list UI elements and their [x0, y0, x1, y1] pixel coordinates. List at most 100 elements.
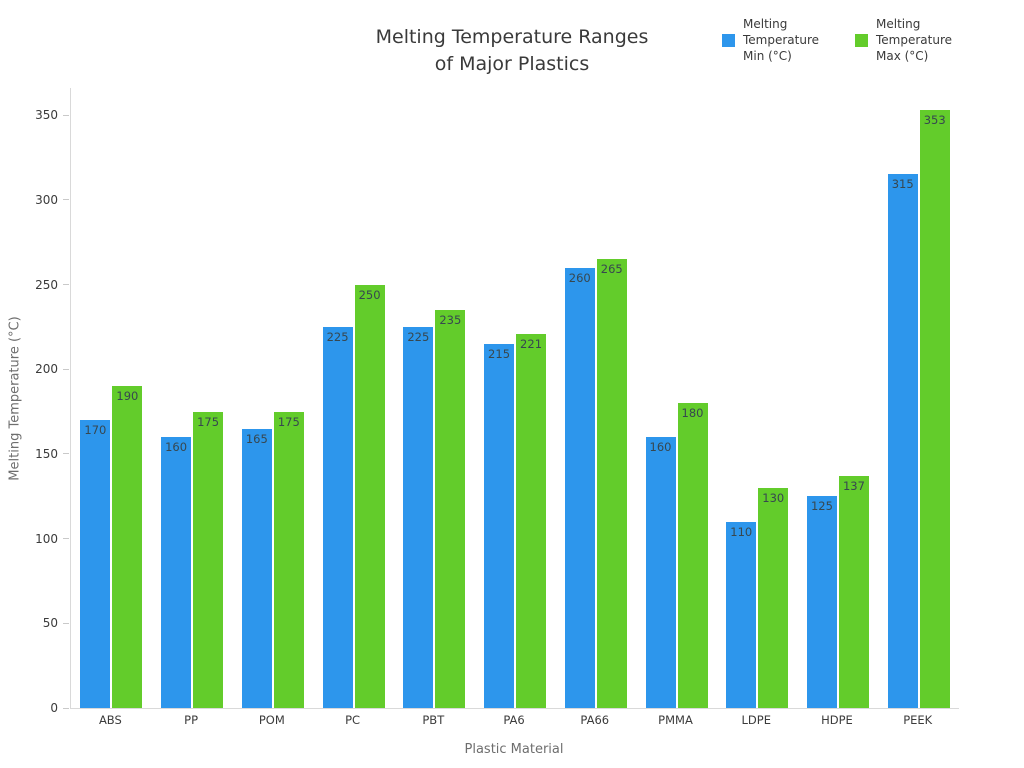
bar-groups: 170 190 160 175 165 175 225 250 225 235 215 221 260 2…: [71, 88, 959, 708]
x-axis-title: Plastic Material: [464, 742, 564, 757]
y-tick: 200: [35, 362, 71, 376]
x-tick-label: PP: [184, 713, 199, 727]
x-tick-label: PMMA: [658, 713, 693, 727]
bar-value-label: 353: [923, 113, 946, 128]
bar-value-label: 160: [649, 439, 672, 454]
x-tick-label: PBT: [422, 713, 445, 727]
x-tick-label: HDPE: [821, 713, 853, 727]
y-tick: 100: [35, 532, 71, 546]
y-tick: 350: [35, 108, 71, 122]
bar-group: 225 250: [313, 88, 394, 708]
x-tick-label: PEEK: [903, 713, 933, 727]
legend-item-min: Melting Temperature Min (°C): [722, 16, 827, 64]
y-tick-mark: [63, 368, 69, 370]
bar-group: 170 190: [71, 88, 152, 708]
bar: 125: [806, 496, 837, 708]
bar-group: 315 353: [878, 88, 959, 708]
bar-value-label: 235: [439, 312, 462, 327]
bar: 265: [596, 259, 627, 708]
bar-value-label: 170: [84, 423, 107, 438]
y-tick-label: 300: [35, 192, 58, 207]
y-tick: 250: [35, 278, 71, 292]
y-tick-mark: [63, 453, 69, 455]
bar-value-label: 221: [520, 336, 543, 351]
bar-value-label: 175: [277, 414, 300, 429]
bar-value-label: 225: [326, 329, 349, 344]
bar: 180: [677, 403, 708, 708]
y-tick-mark: [63, 622, 69, 624]
y-tick-label: 150: [35, 446, 58, 461]
bar: 221: [516, 333, 547, 708]
bar: 137: [838, 475, 869, 708]
bar-group: 160 180: [636, 88, 717, 708]
y-tick: 150: [35, 447, 71, 461]
bar-group: 225 235: [394, 88, 475, 708]
y-tick-label: 50: [42, 616, 58, 631]
bar-value-label: 175: [197, 414, 220, 429]
y-tick: 300: [35, 193, 71, 207]
y-tick-label: 0: [50, 701, 58, 715]
y-tick-mark: [63, 284, 69, 286]
y-tick-label: 350: [35, 108, 58, 123]
bar: 250: [354, 284, 385, 708]
legend-swatch-min-icon: [722, 33, 735, 47]
bar: 315: [887, 174, 918, 708]
bar-group: 215 221: [475, 88, 556, 708]
bar-value-label: 160: [165, 439, 188, 454]
x-tick-label: POM: [258, 713, 285, 727]
bar-value-label: 265: [600, 262, 623, 277]
bar: 175: [273, 411, 304, 708]
legend-item-max: Melting Temperature Max (°C): [855, 16, 960, 64]
bar-value-label: 260: [568, 270, 591, 285]
x-tick-label: PC: [345, 713, 361, 727]
bar-value-label: 125: [810, 499, 833, 514]
bar-value-label: 215: [488, 346, 511, 361]
bar-value-label: 190: [116, 389, 139, 404]
bar-group: 260 265: [555, 88, 636, 708]
chart-title: Melting Temperature Ranges of Major Plas…: [0, 24, 1024, 78]
bar-value-label: 180: [681, 406, 704, 421]
legend-label-min: Melting Temperature Min (°C): [743, 17, 820, 63]
legend: Melting Temperature Min (°C) Melting Tem…: [722, 16, 960, 64]
x-tick-labels: ABS PP POM PC PBT PA6 PA66 PMMA LDPE HDPE PEEK: [70, 713, 958, 727]
bar: 260: [564, 267, 595, 708]
bar-group: 165 175: [232, 88, 313, 708]
bar-value-label: 225: [407, 329, 430, 344]
bar: 110: [726, 521, 757, 708]
bar-value-label: 315: [891, 177, 914, 192]
bar: 170: [80, 420, 111, 708]
bar: 165: [241, 428, 272, 708]
x-tick-label: LDPE: [741, 713, 771, 727]
bar-value-label: 130: [762, 490, 785, 505]
y-tick-mark: [63, 199, 69, 201]
x-tick-label: ABS: [98, 713, 122, 727]
bar-group: 125 137: [798, 88, 879, 708]
legend-label-max: Melting Temperature Max (°C): [876, 17, 953, 63]
bar-value-label: 110: [730, 524, 753, 539]
chart-title-line2: of Major Plastics: [434, 53, 590, 75]
bar: 175: [193, 411, 224, 708]
bar-value-label: 165: [245, 431, 268, 446]
y-axis-title-wrap: Melting Temperature (°C): [0, 88, 30, 708]
chart-title-line1: Melting Temperature Ranges: [375, 26, 649, 48]
legend-swatch-max-icon: [855, 33, 868, 47]
bar: 130: [758, 487, 789, 708]
y-tick-mark: [63, 114, 69, 116]
y-tick-label: 200: [35, 362, 58, 377]
y-tick-label: 100: [35, 531, 58, 546]
bar: 190: [112, 386, 143, 708]
bar-value-label: 250: [358, 287, 381, 302]
x-tick-label: PA6: [503, 713, 525, 727]
bar: 160: [161, 436, 192, 708]
y-tick-mark: [63, 707, 69, 709]
y-tick-mark: [63, 538, 69, 540]
plot-area: 0 50 100 150 200 250 300 350 170 190 160 175 165 175…: [35, 88, 959, 715]
y-ticks: 0 50 100 150 200 250 300 350: [35, 88, 959, 715]
bar-group: 110 130: [717, 88, 798, 708]
bar: 353: [919, 110, 950, 708]
bar: 225: [403, 326, 434, 708]
bar: 225: [322, 326, 353, 708]
y-tick-label: 250: [35, 277, 58, 292]
bar-value-label: 137: [842, 478, 865, 493]
